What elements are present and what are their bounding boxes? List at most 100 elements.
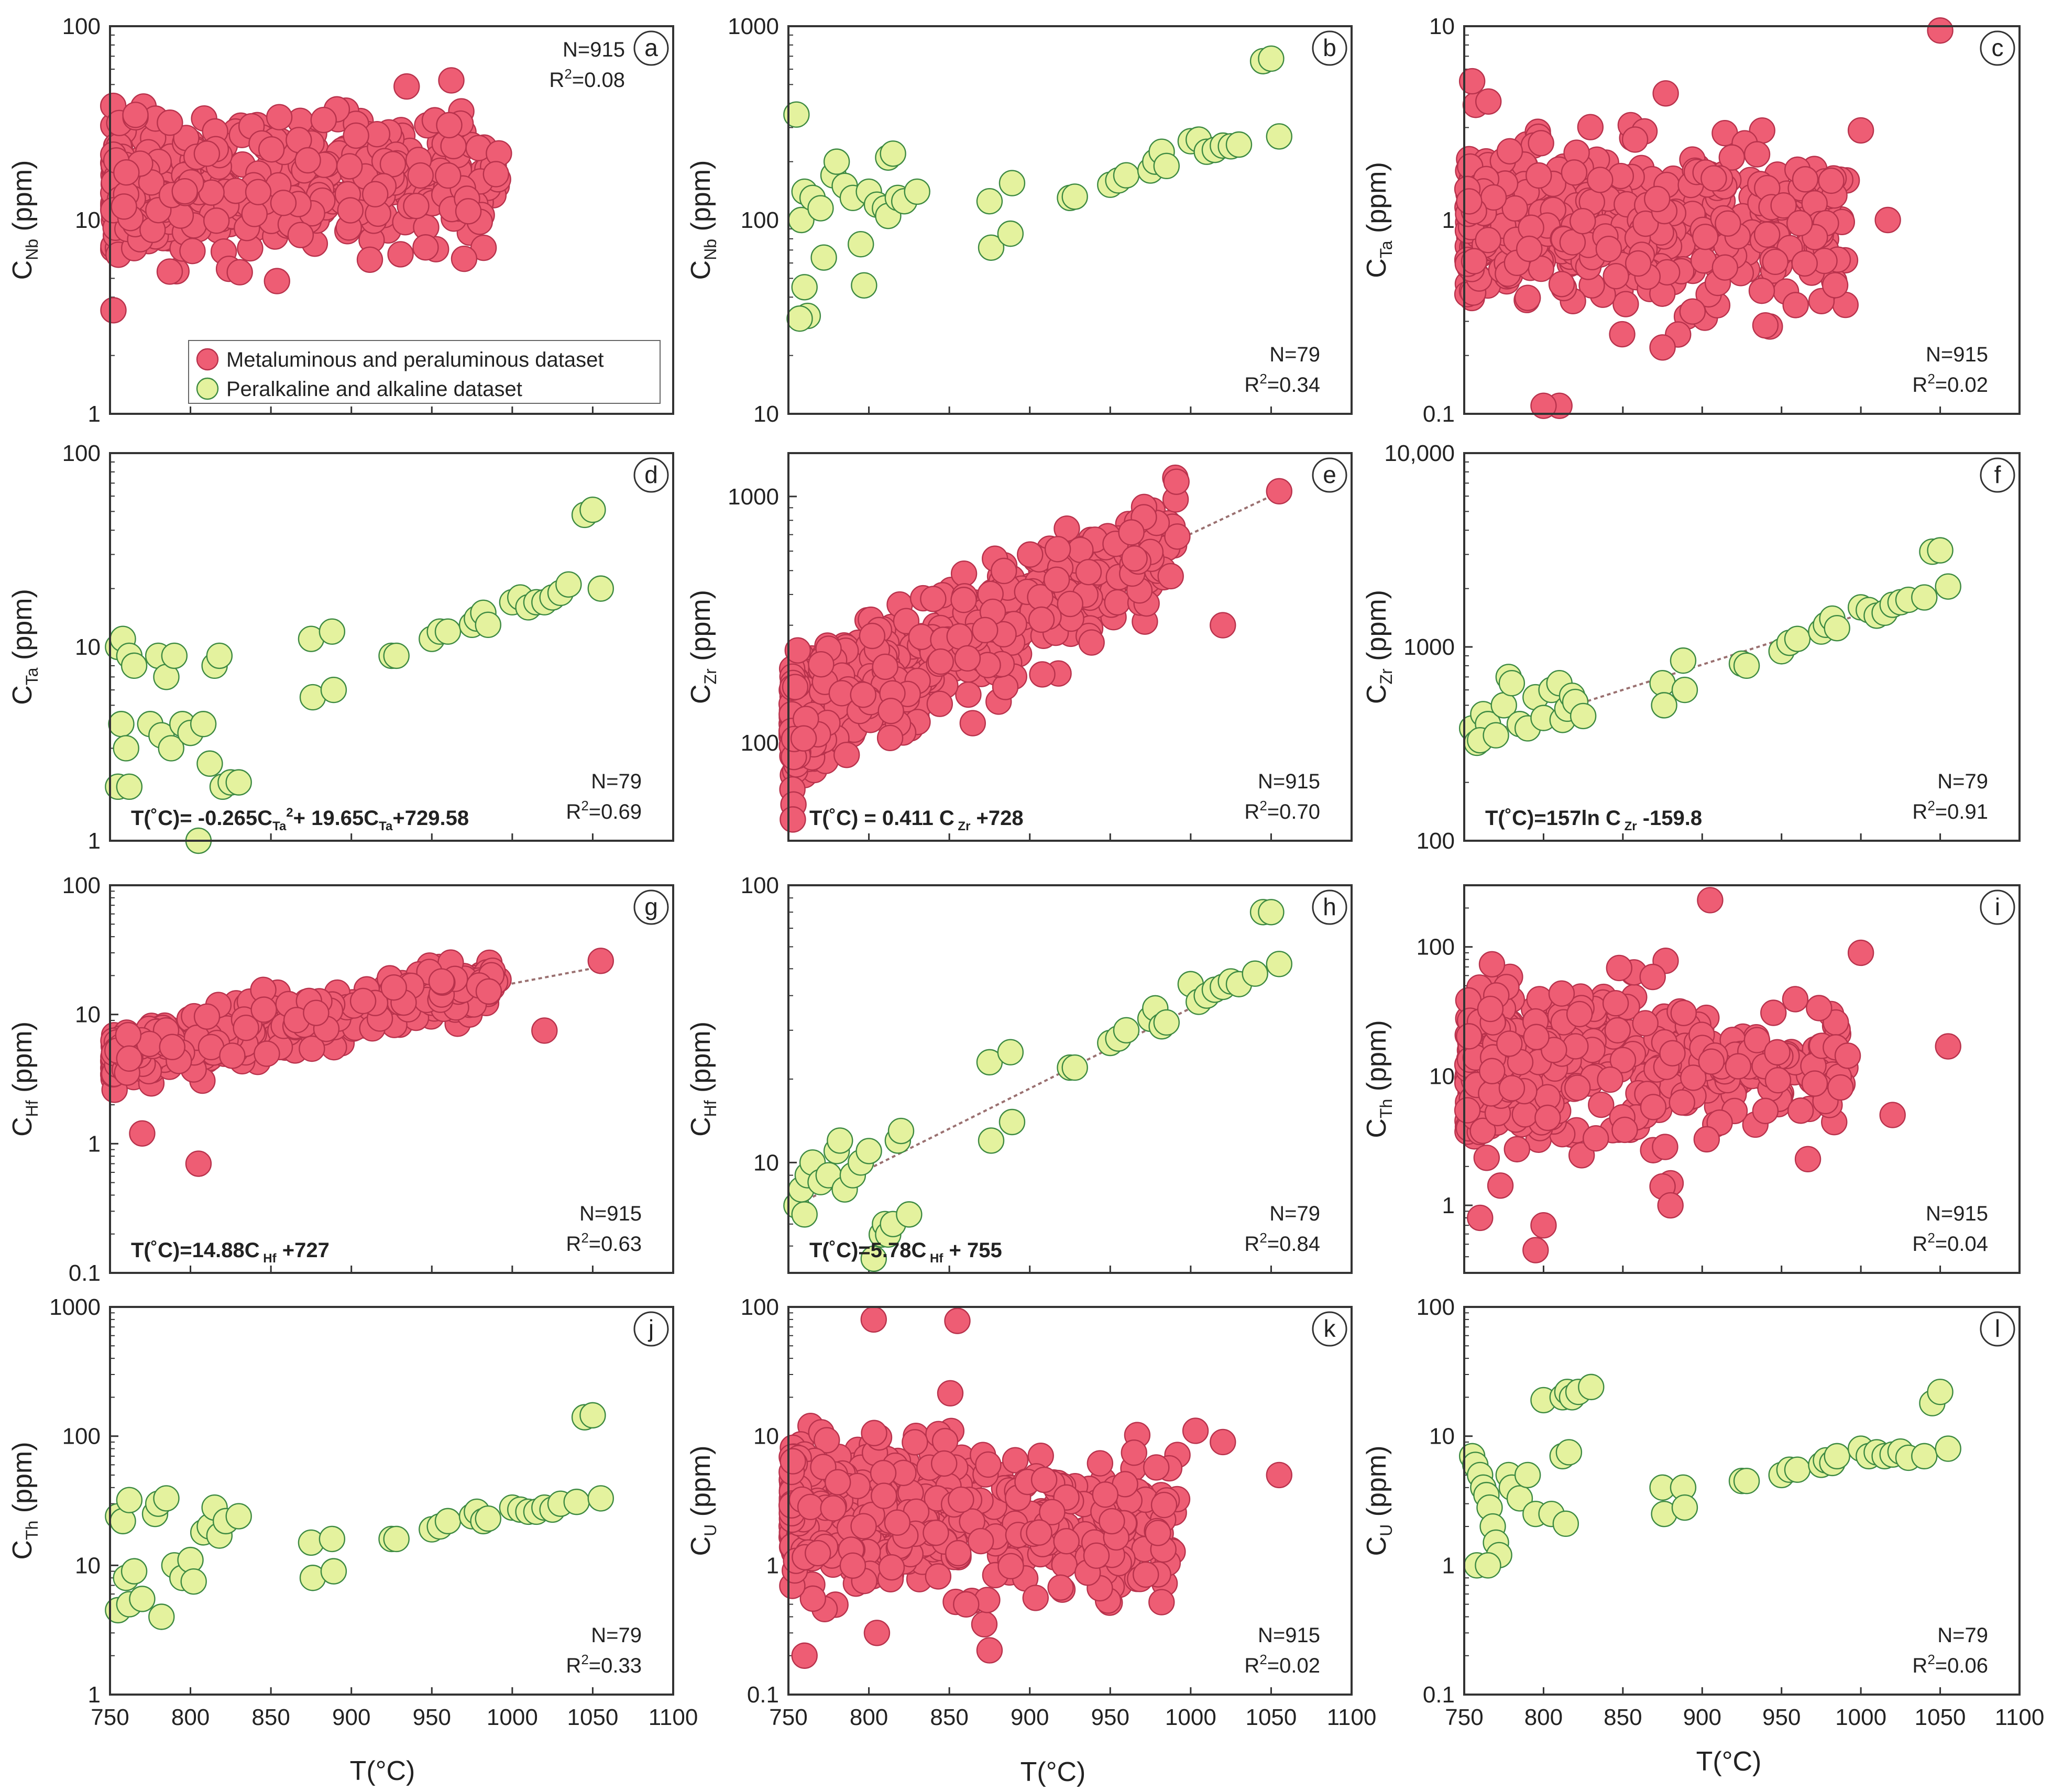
data-point	[931, 1427, 959, 1455]
data-point	[931, 1450, 958, 1477]
data-point	[1099, 1508, 1125, 1535]
data-point	[254, 1040, 280, 1067]
data-point	[833, 741, 860, 768]
data-point	[1874, 206, 1901, 234]
panels-group: 1 10 100 a N=915 R2=0.08 CNb (ppm) 10 100 1000 b N=…	[7, 14, 2044, 1730]
data-point	[475, 978, 502, 1005]
data-point	[851, 272, 877, 299]
data-point	[1700, 165, 1727, 192]
data-point	[1526, 162, 1552, 189]
data-point	[780, 1448, 806, 1475]
data-point	[129, 1586, 156, 1612]
data-point	[1555, 1439, 1583, 1466]
data-point	[1649, 334, 1676, 361]
data-point	[855, 1138, 882, 1164]
r-squared: R2=0.70	[1244, 798, 1320, 823]
data-point	[1225, 131, 1253, 158]
data-point	[992, 674, 1019, 700]
n-count: N=915	[1926, 1202, 1988, 1225]
data-point	[791, 1201, 818, 1228]
data-point	[1047, 1574, 1074, 1601]
data-point	[1669, 1089, 1695, 1116]
x-tick-label: 1000	[487, 1705, 538, 1730]
data-point	[563, 1488, 590, 1515]
data-point	[1725, 1053, 1752, 1080]
data-point	[1478, 951, 1506, 978]
data-point	[1150, 1491, 1178, 1519]
y-tick-label: 10	[75, 207, 101, 233]
data-point	[967, 1527, 994, 1555]
x-tick-label: 800	[1524, 1705, 1563, 1730]
data-point	[1847, 939, 1874, 966]
data-point	[1927, 537, 1954, 564]
data-point	[923, 1519, 949, 1546]
data-point	[877, 698, 904, 724]
data-point	[156, 258, 183, 285]
y-tick-label: 1	[766, 1553, 779, 1578]
data-point	[1764, 1039, 1791, 1066]
n-count: N=915	[563, 38, 625, 61]
data-point	[1911, 584, 1938, 611]
y-tick-label: 10	[753, 1424, 779, 1449]
x-tick-label: 1000	[1165, 1705, 1216, 1730]
data-point	[579, 1402, 606, 1429]
data-point	[1017, 541, 1044, 568]
data-point	[482, 161, 510, 188]
data-point	[782, 674, 809, 700]
panel-letter: h	[1323, 893, 1336, 920]
data-point	[287, 222, 314, 248]
r-squared: R2=0.91	[1912, 798, 1988, 823]
x-tick-label: 900	[1683, 1705, 1721, 1730]
r-squared: R2=0.33	[566, 1652, 642, 1677]
data-point	[1733, 652, 1760, 679]
data-point	[927, 648, 954, 675]
data-point	[587, 1485, 614, 1512]
data-point	[976, 1637, 1003, 1664]
y-tick-label: 1	[88, 828, 101, 854]
data-point	[294, 147, 321, 174]
data-point	[1501, 195, 1528, 222]
panel-e: 100 1000 e N=915 R2=0.70 T(˚C) = 0.411 C Zr +…	[686, 452, 1353, 842]
data-point	[403, 192, 430, 219]
data-point	[945, 1540, 972, 1567]
data-point	[387, 241, 414, 268]
data-point	[1498, 1075, 1526, 1102]
data-point	[1530, 392, 1557, 419]
data-point	[1143, 1454, 1170, 1481]
data-point	[1498, 670, 1526, 697]
y-tick-label: 10	[1429, 14, 1455, 39]
data-point	[878, 1554, 905, 1581]
data-point	[1552, 1510, 1579, 1537]
data-point	[1118, 519, 1145, 546]
y-axis-label: CZr (ppm)	[686, 590, 720, 704]
data-point	[1044, 536, 1071, 563]
x-tick-label: 950	[413, 1705, 451, 1730]
data-point	[1582, 1125, 1609, 1152]
data-point	[1652, 1134, 1678, 1160]
data-point	[926, 690, 953, 717]
x-tick-label: 1050	[1915, 1705, 1966, 1730]
data-point	[356, 246, 383, 273]
y-axis-label: CHf (ppm)	[7, 1021, 41, 1137]
data-point	[863, 1620, 891, 1646]
n-count: N=79	[1937, 770, 1988, 793]
y-tick-label: 1	[1442, 207, 1455, 233]
data-point	[976, 188, 1003, 215]
data-point	[1652, 80, 1679, 107]
data-point	[997, 1553, 1024, 1580]
data-point	[1595, 236, 1622, 262]
data-point	[920, 586, 947, 612]
data-point	[1526, 986, 1553, 1013]
data-point	[336, 153, 363, 180]
data-point	[925, 1563, 952, 1590]
data-point	[1061, 1054, 1088, 1081]
data-point	[1570, 207, 1596, 235]
data-point	[1611, 1116, 1638, 1144]
data-point	[1566, 1001, 1593, 1028]
data-point	[393, 73, 420, 100]
data-point	[196, 750, 223, 777]
data-point	[825, 1469, 851, 1496]
data-point	[1504, 1136, 1530, 1163]
y-tick-label: 10	[75, 1002, 101, 1028]
x-tick-label: 1100	[649, 1705, 698, 1730]
